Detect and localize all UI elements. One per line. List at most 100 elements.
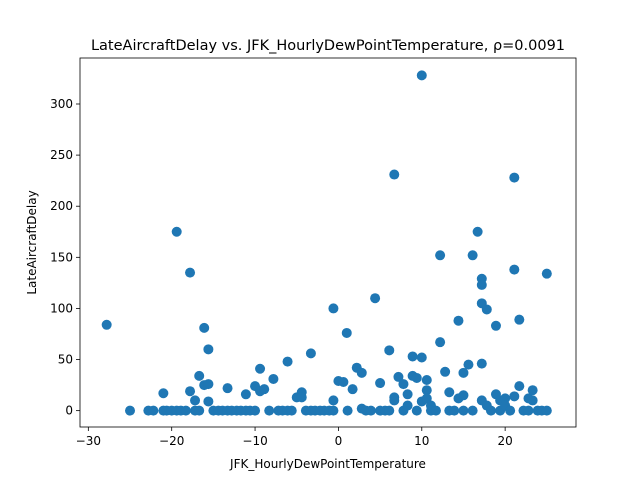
data-point bbox=[296, 392, 307, 403]
data-point bbox=[485, 405, 496, 416]
data-point bbox=[365, 405, 376, 416]
data-point bbox=[514, 314, 525, 325]
data-point bbox=[148, 405, 159, 416]
y-tick-label: 0 bbox=[65, 404, 73, 418]
data-point bbox=[328, 405, 339, 416]
data-point bbox=[222, 383, 233, 394]
data-point bbox=[509, 264, 520, 275]
data-point bbox=[435, 250, 446, 261]
data-point bbox=[458, 390, 469, 401]
data-point bbox=[240, 389, 251, 400]
data-point bbox=[411, 372, 422, 383]
data-point bbox=[264, 405, 275, 416]
x-tick-label: −10 bbox=[242, 434, 267, 448]
data-point bbox=[509, 391, 520, 402]
data-point bbox=[194, 370, 205, 381]
x-tick-label: 10 bbox=[414, 434, 429, 448]
data-point bbox=[171, 226, 182, 237]
y-tick-label: 100 bbox=[50, 301, 73, 315]
data-point bbox=[407, 351, 418, 362]
data-point bbox=[393, 371, 404, 382]
data-point bbox=[449, 405, 460, 416]
data-point bbox=[481, 304, 492, 315]
chart-title: LateAircraftDelay vs. JFK_HourlyDewPoint… bbox=[91, 38, 565, 54]
data-point bbox=[467, 405, 478, 416]
data-point bbox=[467, 250, 478, 261]
data-point bbox=[490, 320, 501, 331]
data-point bbox=[541, 268, 552, 279]
data-point bbox=[255, 363, 266, 374]
data-point bbox=[476, 279, 487, 290]
data-point bbox=[463, 359, 474, 370]
data-point bbox=[185, 386, 196, 397]
data-point bbox=[203, 396, 214, 407]
data-point bbox=[194, 405, 205, 416]
data-point bbox=[527, 395, 538, 406]
data-point bbox=[411, 405, 422, 416]
data-point bbox=[453, 315, 464, 326]
data-point bbox=[458, 405, 469, 416]
x-tick-label: 0 bbox=[335, 434, 343, 448]
data-point bbox=[416, 352, 427, 363]
data-point bbox=[259, 384, 270, 395]
data-point bbox=[458, 367, 469, 378]
y-tick-label: 200 bbox=[50, 199, 73, 213]
data-point bbox=[384, 405, 395, 416]
data-point bbox=[286, 405, 297, 416]
y-axis-ticks: 0 50 100 150 200 250 300 bbox=[50, 97, 80, 418]
data-point bbox=[203, 379, 214, 390]
data-point bbox=[268, 373, 279, 384]
data-point bbox=[509, 172, 520, 183]
y-axis-title: LateAircraftDelay bbox=[25, 190, 39, 294]
data-point bbox=[500, 393, 511, 404]
data-point bbox=[402, 400, 413, 411]
data-point bbox=[356, 367, 367, 378]
data-point bbox=[421, 385, 432, 396]
data-point bbox=[527, 385, 538, 396]
data-point bbox=[190, 395, 201, 406]
data-point bbox=[389, 395, 400, 406]
x-tick-label: 20 bbox=[498, 434, 513, 448]
x-axis-ticks: −30 −20 −10 0 10 20 bbox=[76, 427, 513, 448]
data-point bbox=[523, 405, 534, 416]
data-point bbox=[402, 389, 413, 400]
data-point bbox=[328, 395, 339, 406]
y-tick-label: 150 bbox=[50, 250, 73, 264]
data-point bbox=[185, 267, 196, 278]
data-point bbox=[101, 319, 112, 330]
x-axis-title: JFK_HourlyDewPointTemperature bbox=[229, 457, 426, 471]
y-tick-label: 300 bbox=[50, 97, 73, 111]
data-point bbox=[125, 405, 136, 416]
x-tick-label: −20 bbox=[159, 434, 184, 448]
data-point bbox=[203, 344, 214, 355]
data-point bbox=[421, 374, 432, 385]
data-point bbox=[440, 366, 451, 377]
data-point bbox=[180, 405, 191, 416]
data-point bbox=[444, 387, 455, 398]
data-point bbox=[342, 405, 353, 416]
data-point bbox=[370, 293, 381, 304]
data-point bbox=[389, 169, 400, 180]
data-point bbox=[416, 70, 427, 81]
y-tick-label: 50 bbox=[58, 353, 73, 367]
data-point bbox=[305, 348, 316, 359]
data-point bbox=[328, 303, 339, 314]
data-point bbox=[435, 337, 446, 348]
data-point bbox=[398, 379, 409, 390]
data-point bbox=[341, 327, 352, 338]
data-point bbox=[347, 384, 358, 395]
data-point bbox=[472, 226, 483, 237]
data-point bbox=[338, 377, 349, 388]
x-tick-label: −30 bbox=[76, 434, 101, 448]
data-point bbox=[514, 381, 525, 392]
data-point bbox=[158, 388, 169, 399]
data-point bbox=[250, 405, 261, 416]
plot-frame bbox=[79, 57, 577, 428]
data-point bbox=[282, 356, 293, 367]
data-points bbox=[101, 70, 552, 416]
data-point bbox=[199, 322, 210, 333]
data-point bbox=[384, 345, 395, 356]
data-point bbox=[505, 405, 516, 416]
